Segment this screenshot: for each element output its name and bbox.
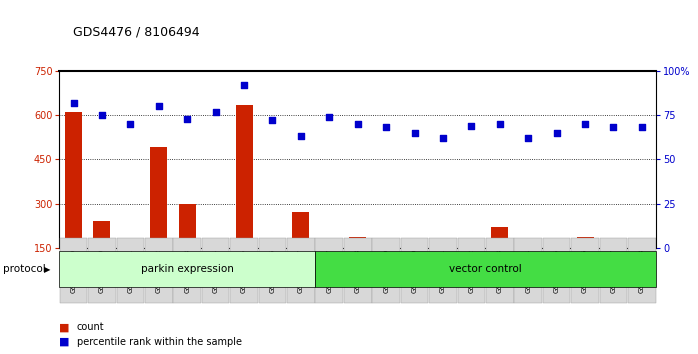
Text: ■: ■ xyxy=(59,337,70,347)
Text: GSM729727: GSM729727 xyxy=(326,249,332,293)
Point xyxy=(409,130,420,136)
Text: GSM729734: GSM729734 xyxy=(525,249,531,293)
Bar xyxy=(605,246,622,248)
Point xyxy=(637,125,648,130)
Point xyxy=(523,135,534,141)
Text: GSM729729: GSM729729 xyxy=(383,249,389,293)
Point xyxy=(579,121,591,127)
Text: GSM729744: GSM729744 xyxy=(213,249,218,293)
Point xyxy=(466,123,477,129)
Bar xyxy=(235,105,253,248)
Bar xyxy=(463,245,480,248)
Text: GSM729730: GSM729730 xyxy=(412,249,417,293)
Bar xyxy=(65,112,82,248)
Text: GSM729736: GSM729736 xyxy=(582,249,588,293)
Point xyxy=(239,82,250,88)
Point xyxy=(153,103,164,109)
Text: vector control: vector control xyxy=(450,264,522,274)
Text: ■: ■ xyxy=(59,322,70,332)
Bar xyxy=(406,245,423,248)
Bar xyxy=(577,238,593,248)
Bar xyxy=(378,245,394,248)
Point xyxy=(608,125,619,130)
Point xyxy=(181,116,193,121)
Bar xyxy=(491,227,508,248)
Text: GSM729732: GSM729732 xyxy=(468,249,475,293)
Text: GDS4476 / 8106494: GDS4476 / 8106494 xyxy=(73,26,200,39)
Bar xyxy=(520,245,537,248)
Text: GSM729733: GSM729733 xyxy=(497,249,503,293)
Bar xyxy=(434,248,452,249)
Point xyxy=(324,114,335,120)
Point xyxy=(68,100,79,105)
Bar xyxy=(548,245,565,248)
Text: GSM729745: GSM729745 xyxy=(241,249,247,293)
Point xyxy=(267,118,278,123)
Text: GSM729743: GSM729743 xyxy=(184,249,191,293)
Point xyxy=(125,121,136,127)
Bar xyxy=(292,212,309,248)
Bar xyxy=(207,244,224,248)
Text: ▶: ▶ xyxy=(44,264,50,274)
Point xyxy=(96,112,107,118)
Text: protocol: protocol xyxy=(3,264,46,274)
Text: GSM729735: GSM729735 xyxy=(554,249,560,293)
Bar xyxy=(179,204,195,248)
Bar xyxy=(349,238,366,248)
Text: GSM729739: GSM729739 xyxy=(70,249,77,293)
Point xyxy=(494,121,505,127)
Text: percentile rank within the sample: percentile rank within the sample xyxy=(77,337,242,347)
Text: GSM729728: GSM729728 xyxy=(355,249,361,293)
Point xyxy=(438,135,449,141)
Point xyxy=(380,125,392,130)
Bar xyxy=(94,221,110,248)
Text: GSM729740: GSM729740 xyxy=(99,249,105,293)
Text: parkin expression: parkin expression xyxy=(141,264,234,274)
Bar xyxy=(150,148,168,248)
Text: GSM729737: GSM729737 xyxy=(611,249,616,293)
Text: GSM729747: GSM729747 xyxy=(298,249,304,293)
Point xyxy=(551,130,562,136)
Bar xyxy=(264,245,281,248)
Bar xyxy=(315,251,656,287)
Text: GSM729738: GSM729738 xyxy=(639,249,645,293)
Text: GSM729731: GSM729731 xyxy=(440,249,446,293)
Bar xyxy=(59,251,315,287)
Bar xyxy=(633,245,651,248)
Bar xyxy=(122,245,139,248)
Text: GSM729742: GSM729742 xyxy=(156,249,162,293)
Point xyxy=(210,109,221,114)
Point xyxy=(352,121,363,127)
Text: GSM729741: GSM729741 xyxy=(127,249,133,293)
Bar xyxy=(321,245,338,248)
Text: GSM729746: GSM729746 xyxy=(269,249,276,293)
Point xyxy=(295,133,306,139)
Text: count: count xyxy=(77,322,105,332)
